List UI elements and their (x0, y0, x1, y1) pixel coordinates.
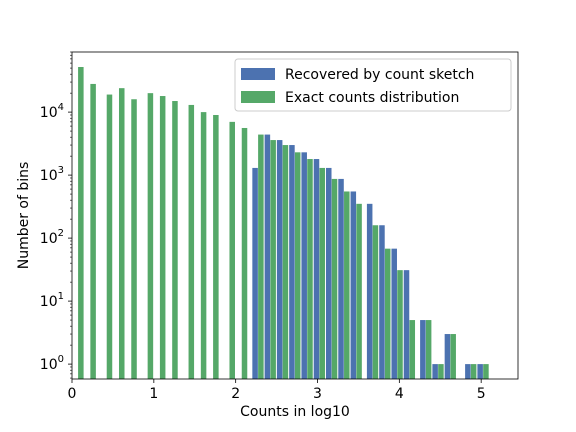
x-tick-label: 2 (231, 386, 240, 402)
bar-recovered-14 (432, 364, 438, 379)
bar-exact-6 (159, 96, 166, 379)
bar-exact-9 (200, 112, 207, 380)
bar-exact-8 (188, 104, 195, 379)
bar-recovered-8 (350, 191, 357, 379)
legend-label-exact: Exact counts distribution (285, 90, 459, 106)
bar-exact-14 (270, 140, 276, 379)
bar-recovered-2 (276, 140, 283, 379)
y-axis: 100 101 102 103 104 (40, 51, 72, 379)
bar-exact-17 (307, 159, 313, 379)
bar-exact-18 (319, 167, 326, 379)
x-axis-label: Counts in log10 (240, 404, 350, 420)
legend: Recovered by count sketch Exact counts d… (234, 58, 512, 112)
bar-exact-5 (147, 93, 154, 380)
x-tick-label: 1 (149, 386, 158, 402)
bar-recovered-7 (338, 178, 344, 379)
bar-exact-24 (397, 270, 403, 379)
x-tick-label: 4 (395, 386, 404, 402)
bar-recovered-12 (403, 270, 410, 379)
bar-exact-19 (331, 178, 338, 379)
bar-exact-30 (483, 364, 489, 379)
bar-recovered-1 (264, 134, 271, 379)
bar-exact-25 (409, 320, 416, 379)
x-axis: 0 1 2 3 4 5 (68, 379, 486, 402)
bar-exact-7 (172, 101, 178, 380)
bar-recovered-5 (313, 159, 320, 379)
bar-recovered-4 (301, 152, 307, 379)
y-tick-label: 103 (40, 165, 64, 184)
bar-recovered-17 (477, 364, 483, 379)
legend-label-recovered: Recovered by count sketch (285, 67, 474, 83)
bar-exact-23 (384, 248, 391, 379)
bar-recovered-3 (289, 145, 295, 379)
bar-recovered-0 (252, 167, 258, 379)
bar-recovered-9 (366, 203, 373, 379)
bar-exact-12 (241, 127, 248, 379)
legend-swatch-exact (241, 91, 275, 103)
x-tick-label: 3 (313, 386, 322, 402)
legend-swatch-recovered (241, 68, 275, 80)
bar-exact-27 (438, 364, 444, 379)
bar-exact-2 (106, 94, 113, 380)
bar-recovered-15 (444, 334, 451, 379)
bar-exact-11 (229, 121, 235, 380)
bar-exact-22 (372, 225, 379, 379)
bar-exact-13 (258, 134, 264, 379)
x-tick-label: 0 (68, 386, 77, 402)
bar-exact-1 (90, 83, 96, 379)
y-tick-label: 104 (40, 102, 64, 121)
y-axis-label: Number of bins (16, 162, 32, 270)
bar-recovered-11 (391, 248, 397, 379)
bars-layer (78, 67, 489, 380)
bar-recovered-10 (379, 225, 385, 379)
bar-exact-0 (78, 67, 84, 379)
bar-recovered-16 (465, 364, 471, 379)
bar-exact-26 (425, 320, 432, 379)
bar-exact-20 (344, 191, 350, 379)
bar-exact-10 (213, 115, 219, 379)
bar-exact-4 (131, 99, 137, 379)
bar-exact-15 (282, 145, 289, 379)
bar-exact-28 (450, 334, 456, 379)
x-tick-label: 5 (477, 386, 486, 402)
y-tick-label: 101 (40, 291, 64, 310)
legend-box (234, 58, 512, 112)
bar-exact-29 (470, 364, 477, 379)
bar-recovered-13 (420, 320, 426, 379)
y-tick-label: 102 (40, 228, 64, 247)
y-tick-label: 100 (40, 354, 64, 373)
bar-exact-3 (118, 88, 125, 379)
bar-exact-21 (356, 203, 362, 379)
axes-frame (71, 51, 519, 380)
bar-recovered-6 (325, 167, 332, 379)
bar-exact-16 (294, 152, 301, 379)
